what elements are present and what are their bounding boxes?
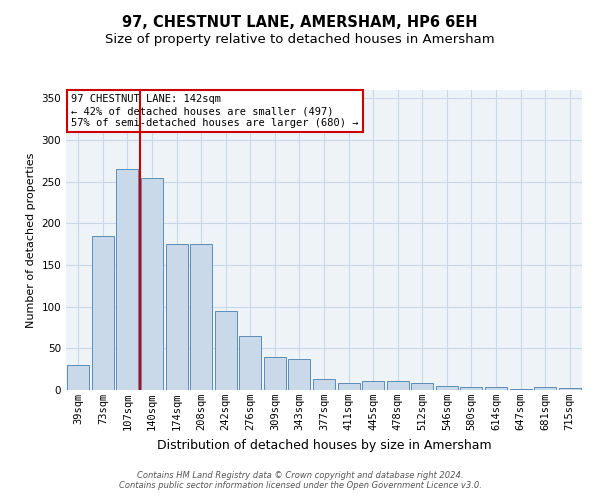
Bar	[239, 336, 262, 390]
Bar	[190, 244, 212, 390]
Bar	[166, 244, 188, 390]
Bar	[386, 381, 409, 390]
Bar	[485, 386, 507, 390]
Bar	[534, 386, 556, 390]
Bar	[264, 356, 286, 390]
X-axis label: Distribution of detached houses by size in Amersham: Distribution of detached houses by size …	[157, 438, 491, 452]
Text: 97, CHESTNUT LANE, AMERSHAM, HP6 6EH: 97, CHESTNUT LANE, AMERSHAM, HP6 6EH	[122, 15, 478, 30]
Bar	[289, 359, 310, 390]
Bar	[509, 389, 532, 390]
Y-axis label: Number of detached properties: Number of detached properties	[26, 152, 36, 328]
Bar	[411, 384, 433, 390]
Bar	[67, 365, 89, 390]
Bar	[313, 379, 335, 390]
Text: Contains HM Land Registry data © Crown copyright and database right 2024.
Contai: Contains HM Land Registry data © Crown c…	[119, 470, 481, 490]
Bar	[460, 386, 482, 390]
Bar	[141, 178, 163, 390]
Bar	[92, 236, 114, 390]
Text: Size of property relative to detached houses in Amersham: Size of property relative to detached ho…	[105, 32, 495, 46]
Bar	[116, 169, 139, 390]
Bar	[362, 381, 384, 390]
Bar	[559, 388, 581, 390]
Text: 97 CHESTNUT LANE: 142sqm
← 42% of detached houses are smaller (497)
57% of semi-: 97 CHESTNUT LANE: 142sqm ← 42% of detach…	[71, 94, 359, 128]
Bar	[436, 386, 458, 390]
Bar	[215, 311, 237, 390]
Bar	[338, 384, 359, 390]
